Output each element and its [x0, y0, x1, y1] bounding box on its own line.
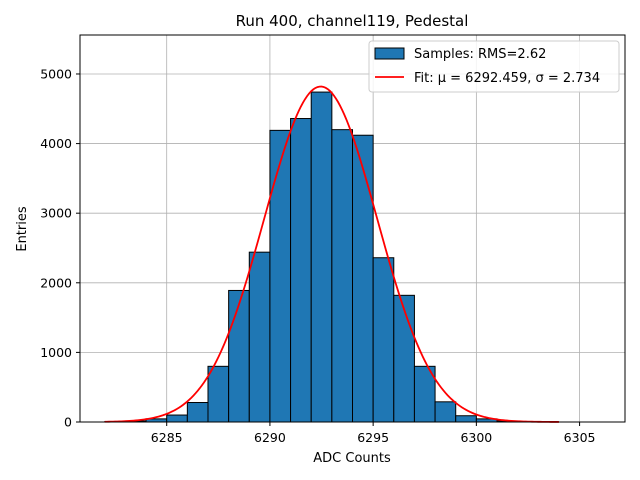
histogram-bar [269, 129, 292, 423]
legend: Samples: RMS=2.62 Fit: μ = 6292.459, σ =… [368, 40, 620, 93]
fit-curve [104, 85, 559, 423]
y-tick-label: 1000 [40, 345, 72, 360]
x-axis-ticks: 6285 6290 6295 6300 6305 [151, 422, 596, 445]
histogram-bar [290, 118, 312, 423]
y-tick-label: 5000 [40, 66, 72, 81]
histogram-bar [310, 91, 333, 423]
x-tick-label: 6300 [460, 430, 492, 445]
y-tick-label: 2000 [40, 275, 72, 290]
histogram-bar [393, 294, 415, 423]
histogram-bar [228, 289, 250, 423]
histogram-bar [331, 129, 353, 423]
legend-swatch-histogram [374, 47, 405, 60]
histogram-bar [352, 134, 374, 423]
histogram-bar [207, 365, 230, 423]
plot-frame [79, 34, 626, 423]
histogram-bar [166, 414, 188, 423]
histogram-bar [372, 257, 395, 423]
y-axis-ticks: 0 1000 2000 3000 4000 5000 [40, 66, 80, 430]
legend-label-fit: Fit: μ = 6292.459, σ = 2.734 [414, 71, 600, 86]
y-tick-label: 3000 [40, 206, 72, 221]
histogram-bar [248, 251, 271, 423]
x-tick-label: 6295 [357, 430, 389, 445]
y-axis-label: Entries [15, 206, 30, 252]
x-tick-label: 6305 [564, 430, 596, 445]
y-tick-label: 4000 [40, 136, 72, 151]
histogram-bar [186, 402, 209, 423]
histogram-bar [455, 415, 477, 423]
histogram-bar [434, 401, 457, 423]
y-tick-label: 0 [64, 415, 72, 430]
histogram-bars [104, 91, 539, 423]
chart-title: Run 400, channel119, Pedestal [236, 12, 469, 30]
x-axis-label: ADC Counts [313, 451, 391, 466]
x-tick-label: 6290 [254, 430, 286, 445]
legend-label-histogram: Samples: RMS=2.62 [414, 47, 546, 62]
x-tick-label: 6285 [151, 430, 183, 445]
legend-box [368, 40, 620, 93]
